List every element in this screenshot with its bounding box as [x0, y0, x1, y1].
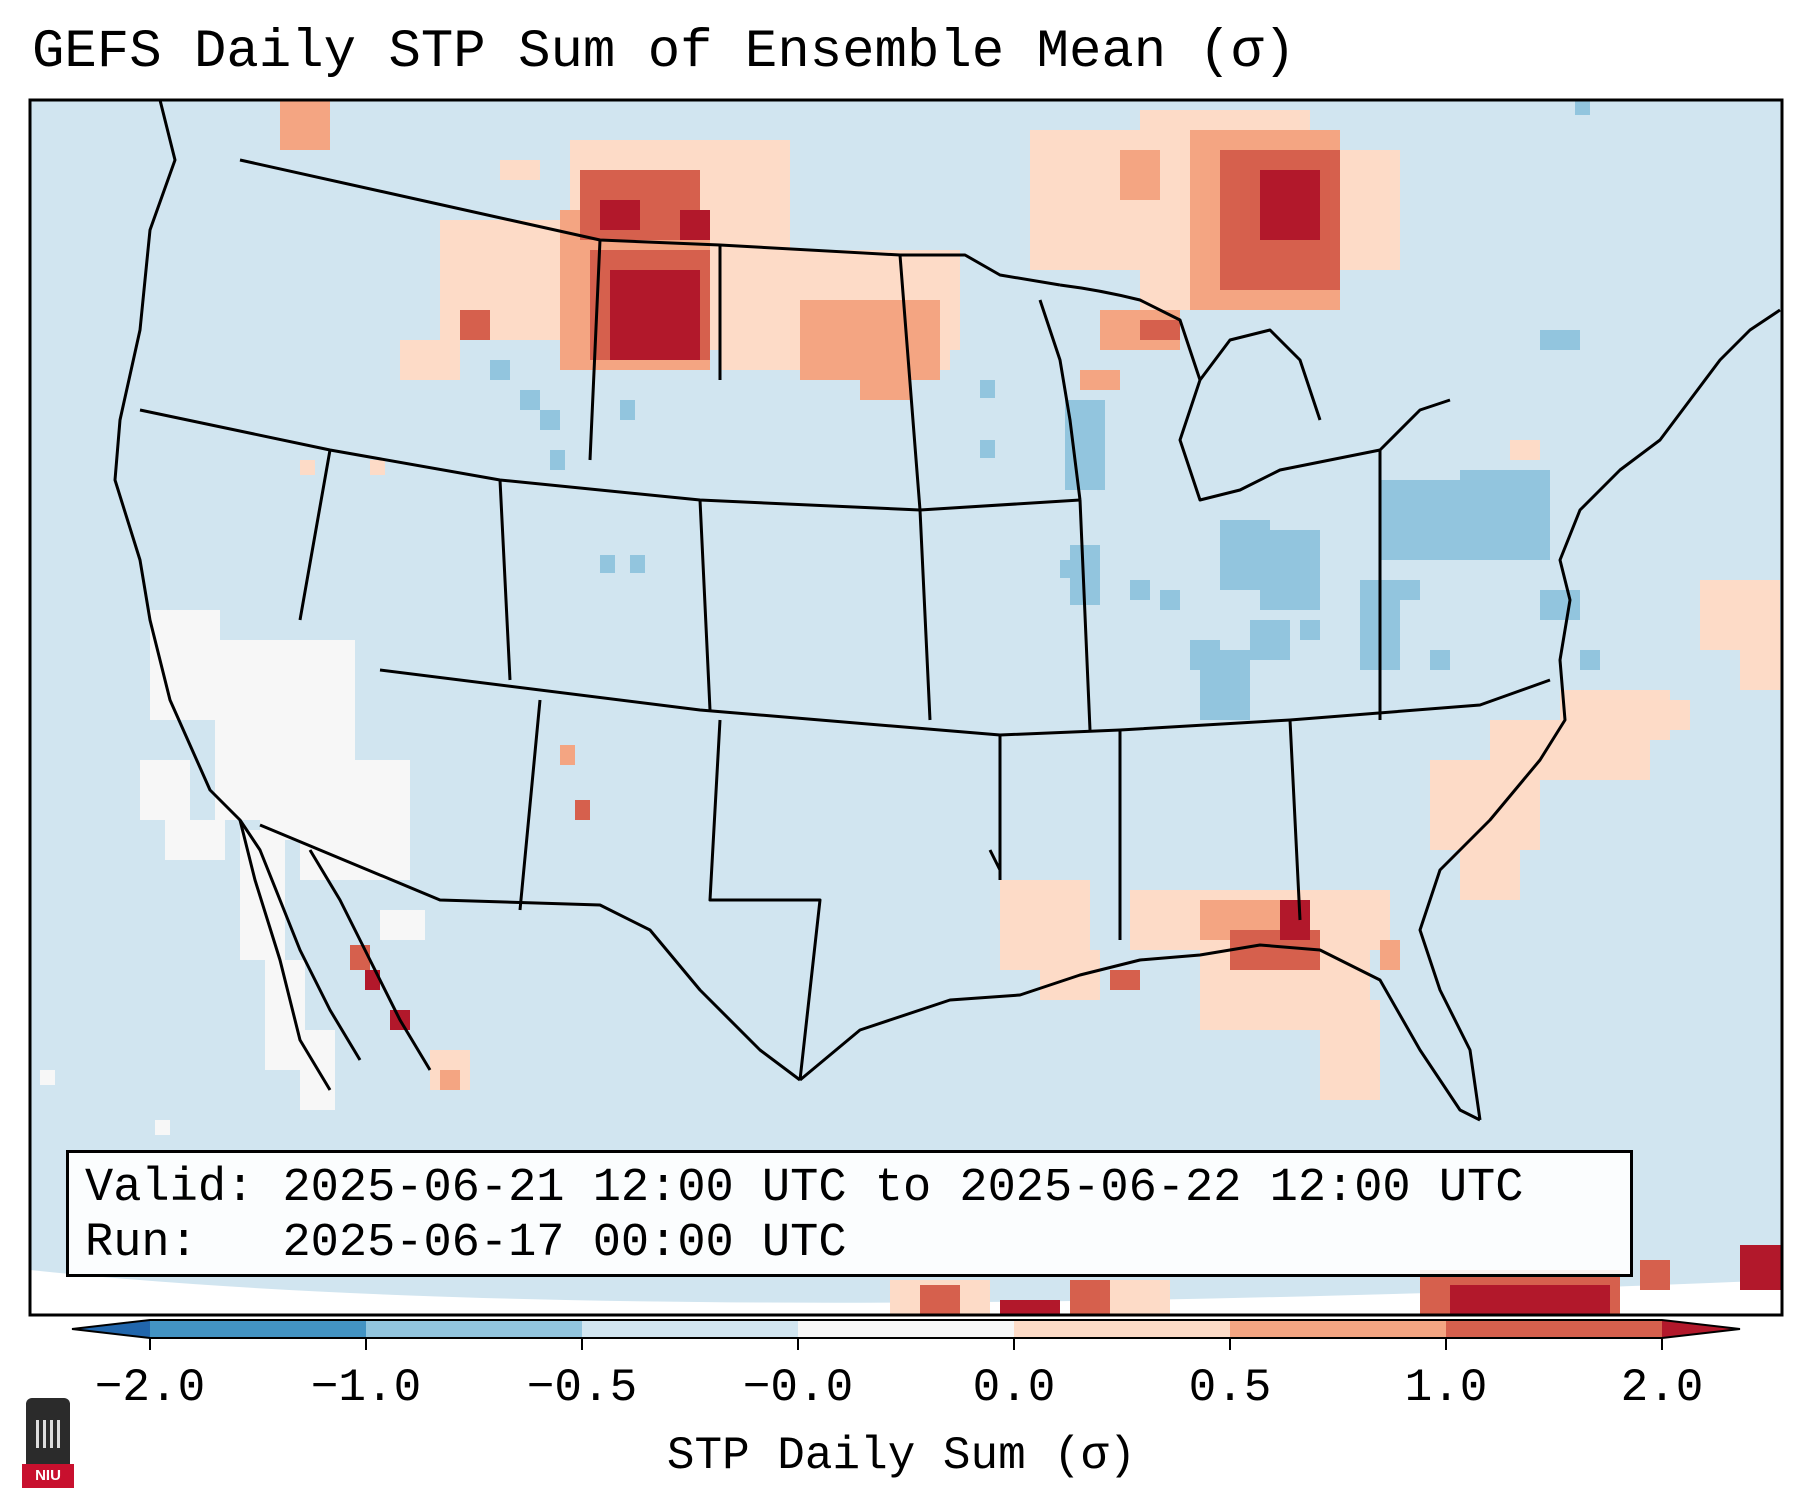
- colorbar-extend-low: [72, 1320, 150, 1338]
- colorbar-tick-label: −1.0: [310, 1362, 422, 1414]
- colorbar-segment: [150, 1320, 366, 1338]
- map-frame: [28, 98, 1784, 1317]
- border-mexico-us: [259, 823, 801, 1082]
- anomaly-west-blue: [490, 100, 1590, 578]
- colorbar-tick-label: 1.0: [1404, 1362, 1488, 1414]
- projection-edge: [30, 1270, 1782, 1315]
- anomaly-pennsylvania: [1380, 470, 1550, 560]
- colorbar-segment: [582, 1320, 798, 1338]
- colorbar-tick-label: 0.5: [1188, 1362, 1272, 1414]
- anomaly-atlantic: [1430, 440, 1782, 900]
- colorbar-extend-high: [1662, 1320, 1740, 1338]
- great-lakes: [1038, 283, 1451, 502]
- anomaly-caribbean: [890, 1245, 1782, 1315]
- niu-logo: NIU: [20, 1390, 76, 1490]
- state-line-4: [588, 239, 1382, 921]
- anomaly-montana: [560, 140, 790, 370]
- borders: [113, 100, 1781, 1122]
- colorbar-tick-label: 2.0: [1620, 1362, 1704, 1414]
- colorbar-segment: [1230, 1320, 1446, 1338]
- colorbar-segment: [1014, 1320, 1230, 1338]
- state-line-1: [139, 408, 1081, 512]
- coastline-west: [113, 100, 362, 1061]
- valid-range: 2025-06-21 12:00 UTC to 2025-06-22 12:00…: [282, 1162, 1524, 1215]
- colorbar-tick-label: −0.0: [742, 1362, 854, 1414]
- colorbar-tick-label: −2.0: [94, 1362, 206, 1414]
- baja-peninsula: [238, 819, 432, 1091]
- colorbar: [71, 1319, 1741, 1350]
- colorbar-segment: [1446, 1320, 1662, 1338]
- valid-label: Valid:: [85, 1162, 255, 1215]
- state-line-5: [518, 699, 1002, 1081]
- map-title: GEFS Daily STP Sum of Ensemble Mean (σ): [32, 22, 1296, 83]
- colorbar-segment: [366, 1320, 582, 1338]
- anomaly-dakotas: [280, 100, 960, 475]
- colorbar-label: STP Daily Sum (σ): [666, 1430, 1137, 1482]
- colorbar-segment: [798, 1320, 1014, 1338]
- coastline-east: [1418, 308, 1781, 1121]
- validity-info-box: Valid: 2025-06-21 12:00 UTC to 2025-06-2…: [66, 1150, 1633, 1277]
- run-label: Run:: [85, 1217, 198, 1270]
- coastline-gulf: [799, 943, 1481, 1122]
- logo-badge: NIU: [22, 1464, 74, 1488]
- anomaly-california: [40, 610, 425, 1135]
- run-time: 2025-06-17 00:00 UTC: [282, 1217, 847, 1270]
- colorbar-tick-label: −0.5: [526, 1362, 638, 1414]
- tower-windows: [36, 1420, 60, 1448]
- colorbar-tick-label: 0.0: [972, 1362, 1056, 1414]
- anomaly-ontario: [1030, 110, 1400, 390]
- state-line-3: [298, 449, 1122, 940]
